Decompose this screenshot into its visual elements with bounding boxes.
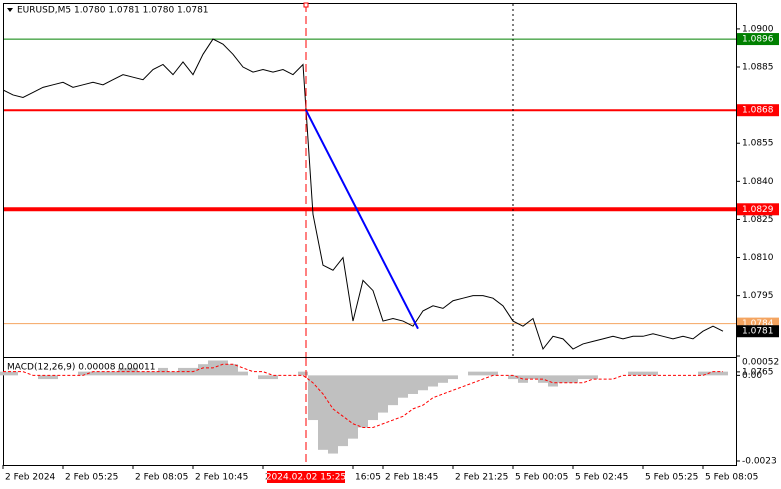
x-tick-label: 2 Feb 18:45 xyxy=(385,473,438,483)
macd-histogram-bar xyxy=(578,375,588,380)
macd-histogram-bar xyxy=(718,371,728,376)
macd-histogram-bar xyxy=(568,375,578,383)
macd-histogram-bar xyxy=(538,375,548,383)
macd-histogram-bar xyxy=(708,371,718,376)
x-tick-label: 2 Feb 10:45 xyxy=(195,473,248,483)
macd-histogram-bar xyxy=(8,371,18,376)
macd-signal-line xyxy=(3,363,723,428)
macd-histogram-bar xyxy=(648,371,658,376)
crosshair-label: 2024.02.02 15:25 xyxy=(266,473,346,483)
macd-histogram-bar xyxy=(78,371,88,376)
x-tick-label: 2 Feb 21:25 xyxy=(455,473,508,483)
level-label: 1.0829 xyxy=(742,205,774,215)
x-tick-label: 5 Feb 00:05 xyxy=(515,473,568,483)
y-tick-label: 1.0825 xyxy=(742,215,774,225)
x-tick-label: 2 Feb 05:25 xyxy=(65,473,118,483)
x-tick-label: 5 Feb 02:45 xyxy=(575,473,628,483)
level-label-bg xyxy=(737,104,779,117)
macd-histogram-bar xyxy=(238,371,248,376)
macd-histogram-bar xyxy=(518,375,528,383)
macd-histogram-bar xyxy=(408,375,418,394)
macd-histogram-bar xyxy=(268,375,278,380)
level-label-bg xyxy=(737,203,779,216)
y-tick-label: 1.0885 xyxy=(742,63,774,73)
macd-histogram-bar xyxy=(468,371,478,376)
macd-histogram-bar xyxy=(428,375,438,387)
macd-histogram-bar xyxy=(148,371,158,376)
macd-histogram-bar xyxy=(88,371,98,376)
last-price-bg xyxy=(737,325,779,338)
y-tick-label: 1.0810 xyxy=(742,253,774,263)
y-tick-label: 1.0840 xyxy=(742,177,774,187)
level-label-bg xyxy=(737,33,779,46)
price-line xyxy=(4,38,724,351)
macd-histogram-bar xyxy=(448,375,458,380)
macd-y-tick-label: 0.00 xyxy=(742,371,762,381)
y-tick-label: 1.0795 xyxy=(742,291,774,301)
crosshair-marker xyxy=(303,2,309,8)
macd-histogram-bar xyxy=(48,375,58,380)
macd-histogram-bar xyxy=(418,375,428,391)
level-label: 1.0896 xyxy=(742,35,774,45)
last-price-label: 1.0781 xyxy=(742,327,774,337)
macd-histogram-bar xyxy=(108,371,118,376)
chart-title: EURUSD,M5 1.0780 1.0781 1.0780 1.0781 xyxy=(17,6,209,16)
macd-histogram-bar xyxy=(628,371,638,376)
macd-histogram-bar xyxy=(388,375,398,406)
main-panel xyxy=(4,38,736,351)
macd-histogram-bar xyxy=(438,375,448,383)
x-tick-label: 2 Feb 08:05 xyxy=(135,473,188,483)
macd-histogram-bar xyxy=(328,375,338,454)
plot-frame xyxy=(3,3,737,466)
macd-histogram-bar xyxy=(0,371,8,376)
macd-histogram-bar xyxy=(218,360,228,376)
macd-histogram-bar xyxy=(258,375,268,380)
macd-histogram-bar xyxy=(168,371,178,376)
trend-line xyxy=(305,109,419,330)
macd-histogram-bar xyxy=(338,375,348,447)
macd-histogram-bar xyxy=(228,364,238,376)
y-tick-label: 1.0855 xyxy=(742,139,774,149)
macd-histogram-bar xyxy=(98,371,108,376)
macd-histogram-bar xyxy=(528,375,538,380)
macd-histogram-bar xyxy=(488,371,498,376)
crosshair-label-bg xyxy=(267,471,345,483)
level-label: 1.0868 xyxy=(742,106,774,116)
macd-histogram-bar xyxy=(318,375,328,450)
macd-y-tick-label: -0.0023 xyxy=(742,457,777,467)
x-tick-label: 2 Feb 2024 xyxy=(5,473,56,483)
x-tick-label: 16:05 xyxy=(355,473,381,483)
macd-histogram-bar xyxy=(378,375,388,413)
x-tick-label: 5 Feb 05:25 xyxy=(645,473,698,483)
level-label: 1.0784 xyxy=(742,319,774,329)
macd-histogram-bar xyxy=(548,375,558,387)
macd-histogram-bar xyxy=(398,375,408,398)
macd-histogram-bar xyxy=(698,371,708,376)
macd-histogram-bar xyxy=(38,375,48,380)
macd-histogram-bar xyxy=(558,375,568,383)
macd-histogram-bar xyxy=(348,375,358,439)
macd-histogram-bar xyxy=(508,375,518,380)
macd-histogram-bar xyxy=(308,375,318,421)
macd-histogram-bar xyxy=(638,371,648,376)
macd-histogram-bar xyxy=(138,371,148,376)
y-tick-label: 1.0765 xyxy=(742,367,774,377)
macd-histogram-bar xyxy=(478,371,488,376)
menu-arrow xyxy=(7,8,13,12)
macd-histogram-bar xyxy=(368,375,378,421)
macd-histogram-bar xyxy=(298,371,308,376)
x-tick-label: 5 Feb 08:05 xyxy=(705,473,758,483)
y-tick-label: 1.0900 xyxy=(742,24,774,34)
macd-histogram-bar xyxy=(198,364,208,376)
macd-y-tick-label: 0.00052 xyxy=(742,358,779,368)
macd-histogram-bar xyxy=(358,375,368,428)
macd-histogram-bar xyxy=(588,375,598,380)
macd-title: MACD(12,26,9) 0.00008 0.00011 xyxy=(7,363,156,373)
